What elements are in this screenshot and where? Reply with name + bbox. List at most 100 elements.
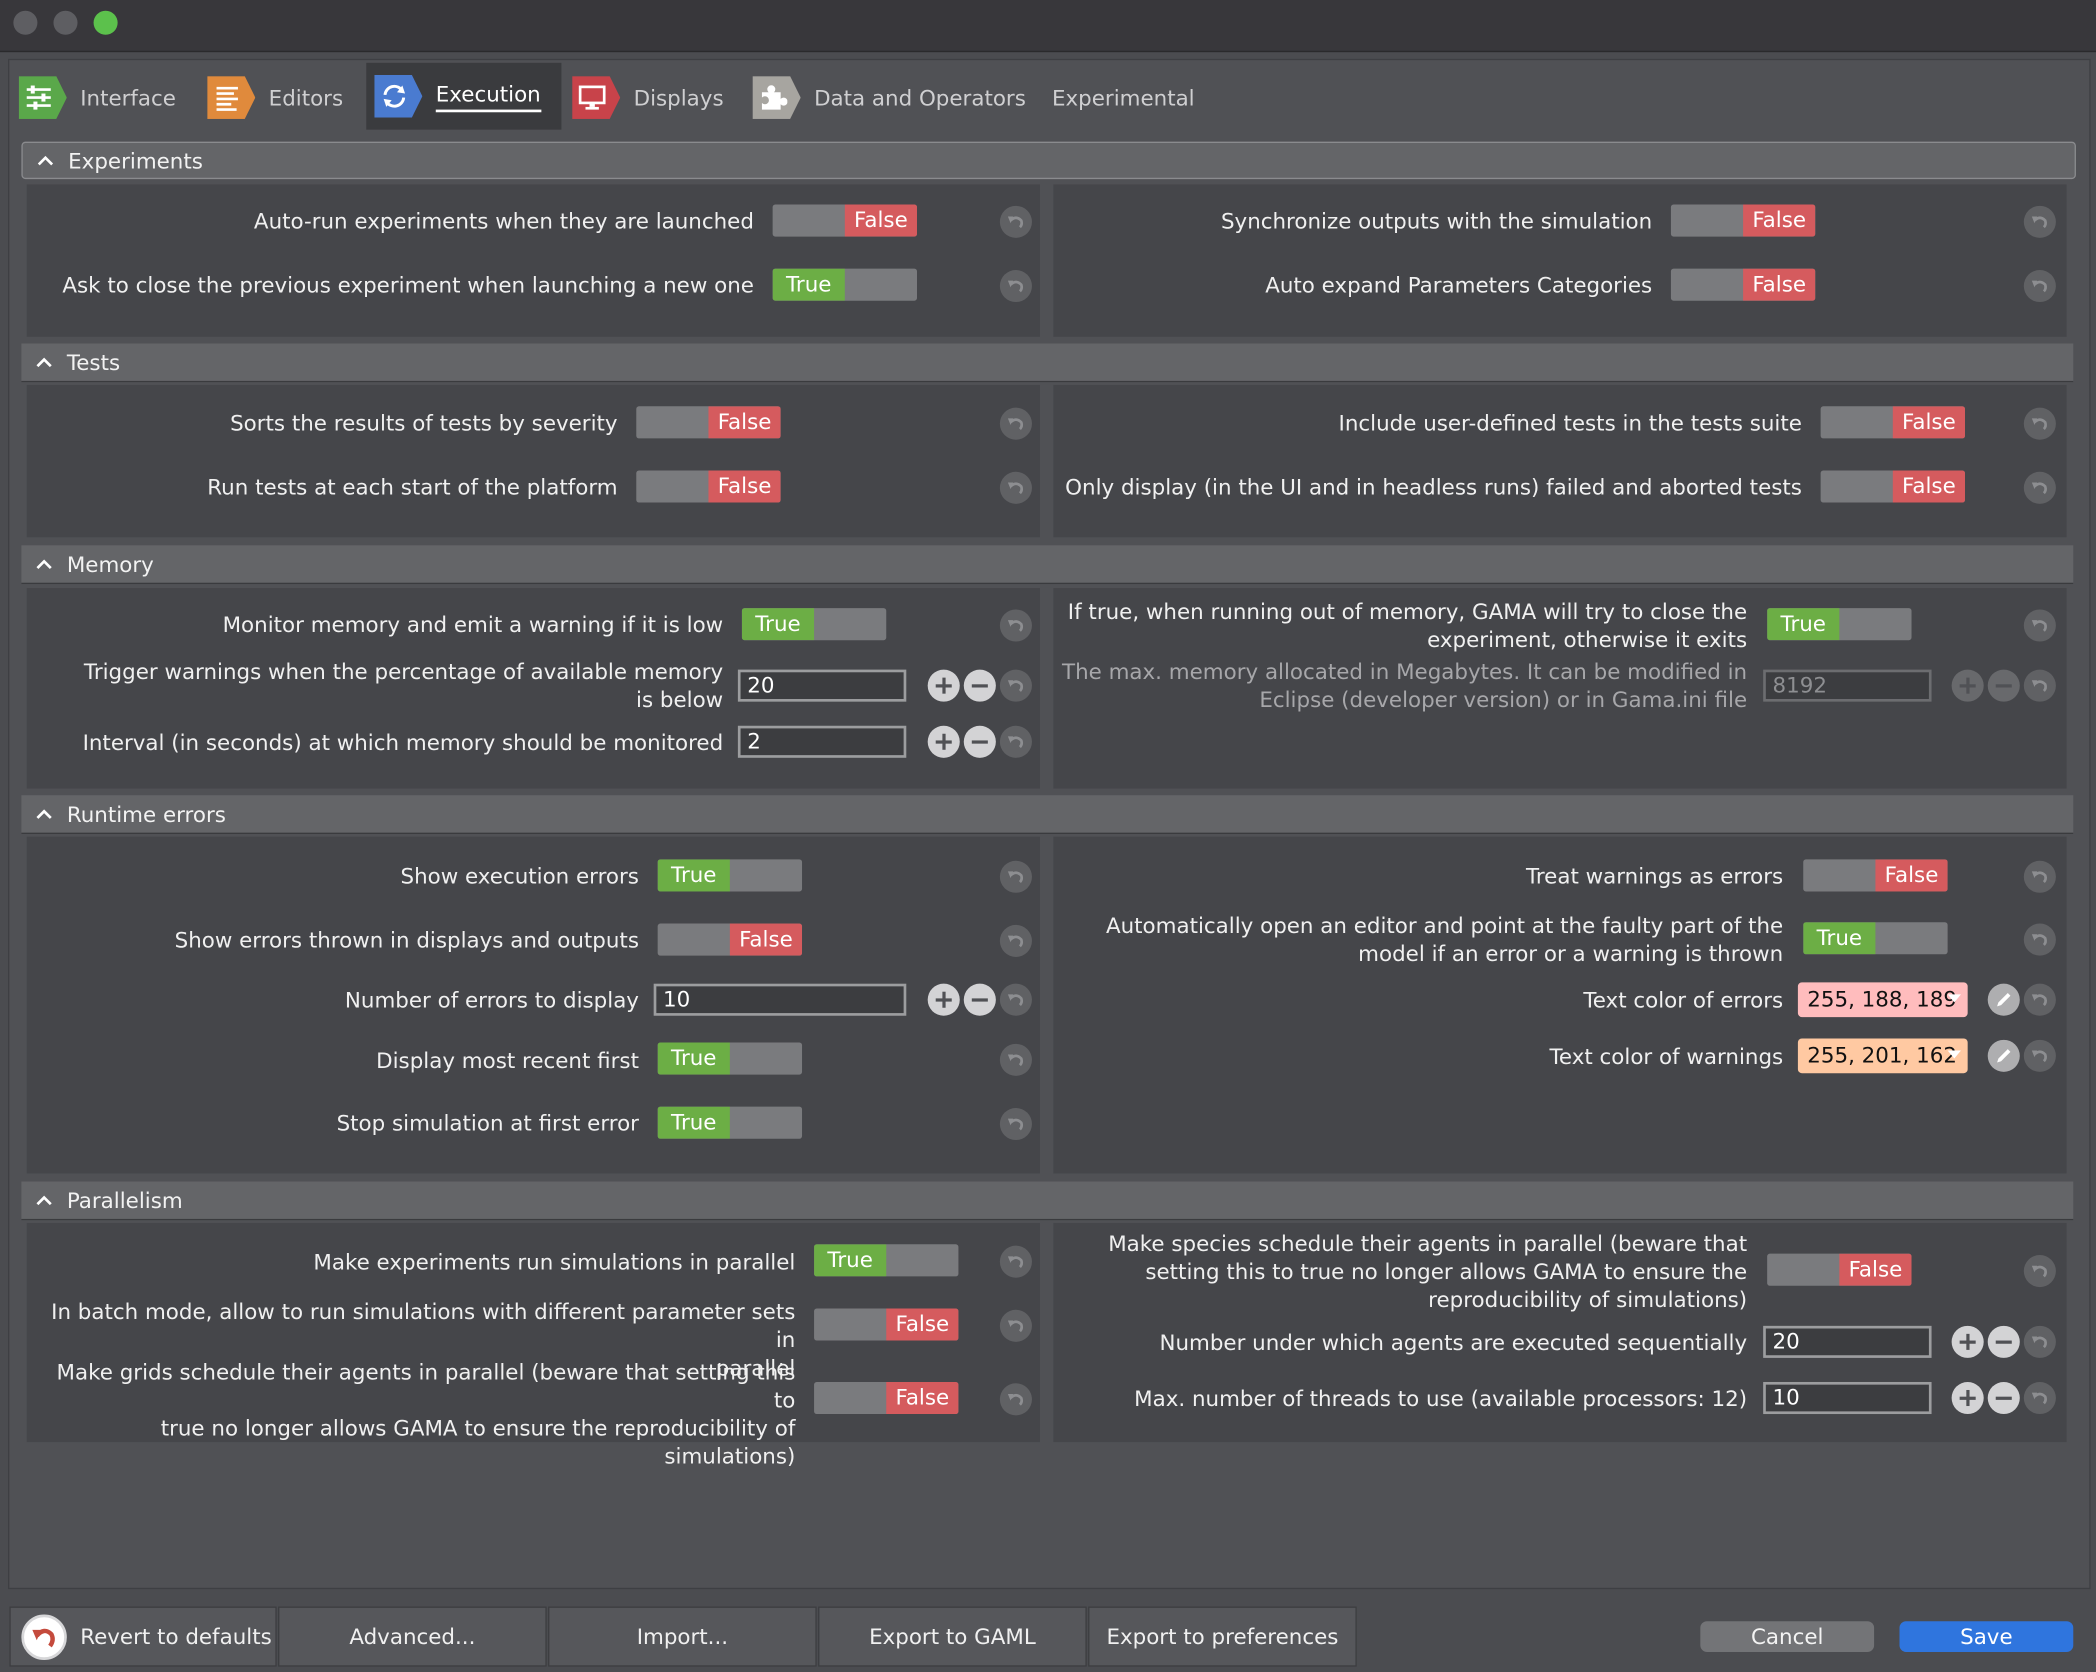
auto-expand-toggle[interactable]: False <box>1670 268 1816 301</box>
monitor-memory-toggle[interactable]: True <box>741 608 887 641</box>
text-lines-icon <box>207 76 256 119</box>
color-warnings-field[interactable]: 255, 201, 162 <box>1797 1038 1968 1074</box>
stop-first-toggle[interactable]: True <box>657 1106 803 1139</box>
pencil-icon[interactable] <box>1987 1039 2020 1072</box>
revert-icon[interactable] <box>2023 860 2056 893</box>
minus-icon[interactable] <box>963 983 996 1016</box>
color-errors-field[interactable]: 255, 188, 189 <box>1797 982 1968 1018</box>
revert-icon[interactable] <box>999 669 1032 702</box>
ask-close-toggle[interactable]: True <box>772 268 917 301</box>
export-to-gaml-button[interactable]: Export to GAML <box>818 1606 1087 1667</box>
section-header-parallelism[interactable]: Parallelism <box>21 1181 2074 1221</box>
show-display-errors-toggle[interactable]: False <box>657 923 803 956</box>
revert-icon[interactable] <box>2023 1381 2056 1415</box>
open-editor-toggle[interactable]: True <box>1803 922 1948 955</box>
run-at-start-toggle[interactable]: False <box>636 470 781 503</box>
show-display-errors-label: Show errors thrown in displays and outpu… <box>174 927 639 953</box>
toggle-value: True <box>657 859 730 892</box>
revert-to-defaults-button[interactable]: Revert to defaults <box>9 1606 277 1667</box>
export-to-preferences-button[interactable]: Export to preferences <box>1088 1606 1357 1667</box>
tab-displays[interactable]: Displays <box>572 64 743 131</box>
minus-icon[interactable] <box>963 725 996 758</box>
import-button[interactable]: Import... <box>548 1606 817 1667</box>
revert-icon[interactable] <box>2023 205 2056 238</box>
batch-parallel-toggle[interactable]: False <box>814 1308 959 1341</box>
color-value: 255, 201, 162 <box>1807 1042 1957 1068</box>
num-errors-field[interactable]: 10 <box>653 983 907 1016</box>
revert-icon[interactable] <box>999 609 1032 642</box>
minus-icon[interactable] <box>1987 1325 2020 1358</box>
revert-icon[interactable] <box>999 269 1032 303</box>
recent-first-label: Display most recent first <box>376 1047 639 1074</box>
plus-icon[interactable] <box>927 983 960 1016</box>
revert-icon[interactable] <box>999 983 1032 1016</box>
include-user-toggle[interactable]: False <box>1820 406 1965 439</box>
revert-icon[interactable] <box>999 205 1032 238</box>
trigger-warnings-field[interactable]: 20 <box>737 669 907 702</box>
save-button[interactable]: Save <box>1899 1621 2074 1652</box>
run-parallel-toggle[interactable]: True <box>814 1244 959 1277</box>
pencil-icon[interactable] <box>1987 983 2020 1016</box>
tab-interface[interactable]: Interface <box>18 64 198 131</box>
sort-results-toggle[interactable]: False <box>636 406 781 439</box>
species-parallel-label: Make species schedule their agents in pa… <box>1052 1230 1747 1314</box>
minimize-window-button[interactable] <box>53 10 78 35</box>
plus-icon[interactable] <box>1951 1325 1984 1358</box>
revert-icon[interactable] <box>999 924 1032 957</box>
section-header-experiments[interactable]: Experiments <box>21 141 2076 180</box>
section-header-memory[interactable]: Memory <box>21 545 2074 585</box>
close-on-oom-toggle[interactable]: True <box>1767 608 1912 641</box>
tab-editors[interactable]: Editors <box>207 64 365 131</box>
section-header-tests[interactable]: Tests <box>21 343 2074 383</box>
minus-icon[interactable] <box>963 669 996 702</box>
seq-threshold-field[interactable]: 20 <box>1763 1325 1932 1358</box>
revert-icon[interactable] <box>2023 1325 2056 1358</box>
cancel-button[interactable]: Cancel <box>1700 1621 1875 1652</box>
revert-icon[interactable] <box>999 1245 1032 1278</box>
plus-icon[interactable] <box>927 725 960 758</box>
num-errors-label: Number of errors to display <box>344 987 639 1014</box>
monitor-memory-label: Monitor memory and emit a warning if it … <box>222 612 724 638</box>
section-title: Parallelism <box>66 1187 183 1213</box>
plus-icon[interactable] <box>927 669 960 702</box>
plus-icon[interactable] <box>1951 1381 1984 1415</box>
interval-field[interactable]: 2 <box>737 725 907 758</box>
label-line: model if an error or a warning is thrown <box>1358 940 1784 967</box>
toggle-value: False <box>729 923 803 956</box>
revert-icon[interactable] <box>999 471 1032 504</box>
revert-icon[interactable] <box>999 725 1032 758</box>
revert-icon[interactable] <box>999 1107 1032 1141</box>
revert-icon[interactable] <box>999 1043 1032 1076</box>
revert-icon[interactable] <box>2023 609 2056 642</box>
revert-icon[interactable] <box>2023 1255 2056 1288</box>
section-header-runtime-errors[interactable]: Runtime errors <box>21 795 2074 834</box>
tab-execution[interactable]: Execution <box>366 62 562 130</box>
revert-icon[interactable] <box>999 1383 1032 1416</box>
recent-first-toggle[interactable]: True <box>657 1042 803 1075</box>
revert-icon[interactable] <box>2023 983 2056 1016</box>
treat-warnings-toggle[interactable]: False <box>1803 859 1948 892</box>
species-parallel-toggle[interactable]: False <box>1767 1253 1912 1286</box>
tab-experimental[interactable]: Experimental <box>1052 64 1199 131</box>
max-threads-field[interactable]: 10 <box>1763 1381 1932 1415</box>
interval-label: Interval (in seconds) at which memory sh… <box>82 729 724 756</box>
show-exec-errors-toggle[interactable]: True <box>657 859 803 892</box>
only-failed-toggle[interactable]: False <box>1820 470 1965 503</box>
advanced-button[interactable]: Advanced... <box>278 1606 547 1667</box>
revert-icon[interactable] <box>2023 923 2056 956</box>
auto-run-toggle[interactable]: False <box>772 204 917 237</box>
revert-icon[interactable] <box>2023 471 2056 504</box>
revert-icon[interactable] <box>999 860 1032 893</box>
minus-icon[interactable] <box>1987 1381 2020 1415</box>
grids-parallel-toggle[interactable]: False <box>814 1381 959 1415</box>
revert-icon[interactable] <box>999 407 1032 440</box>
max-threads-label: Max. number of threads to use (available… <box>1134 1385 1748 1412</box>
zoom-window-button[interactable] <box>93 10 118 35</box>
close-window-button[interactable] <box>13 10 38 35</box>
revert-icon[interactable] <box>999 1309 1032 1342</box>
revert-icon[interactable] <box>2023 1039 2056 1072</box>
tab-data-and-operators[interactable]: Data and Operators <box>752 64 1040 131</box>
revert-icon[interactable] <box>2023 269 2056 303</box>
sync-outputs-toggle[interactable]: False <box>1670 204 1816 237</box>
revert-icon[interactable] <box>2023 407 2056 440</box>
